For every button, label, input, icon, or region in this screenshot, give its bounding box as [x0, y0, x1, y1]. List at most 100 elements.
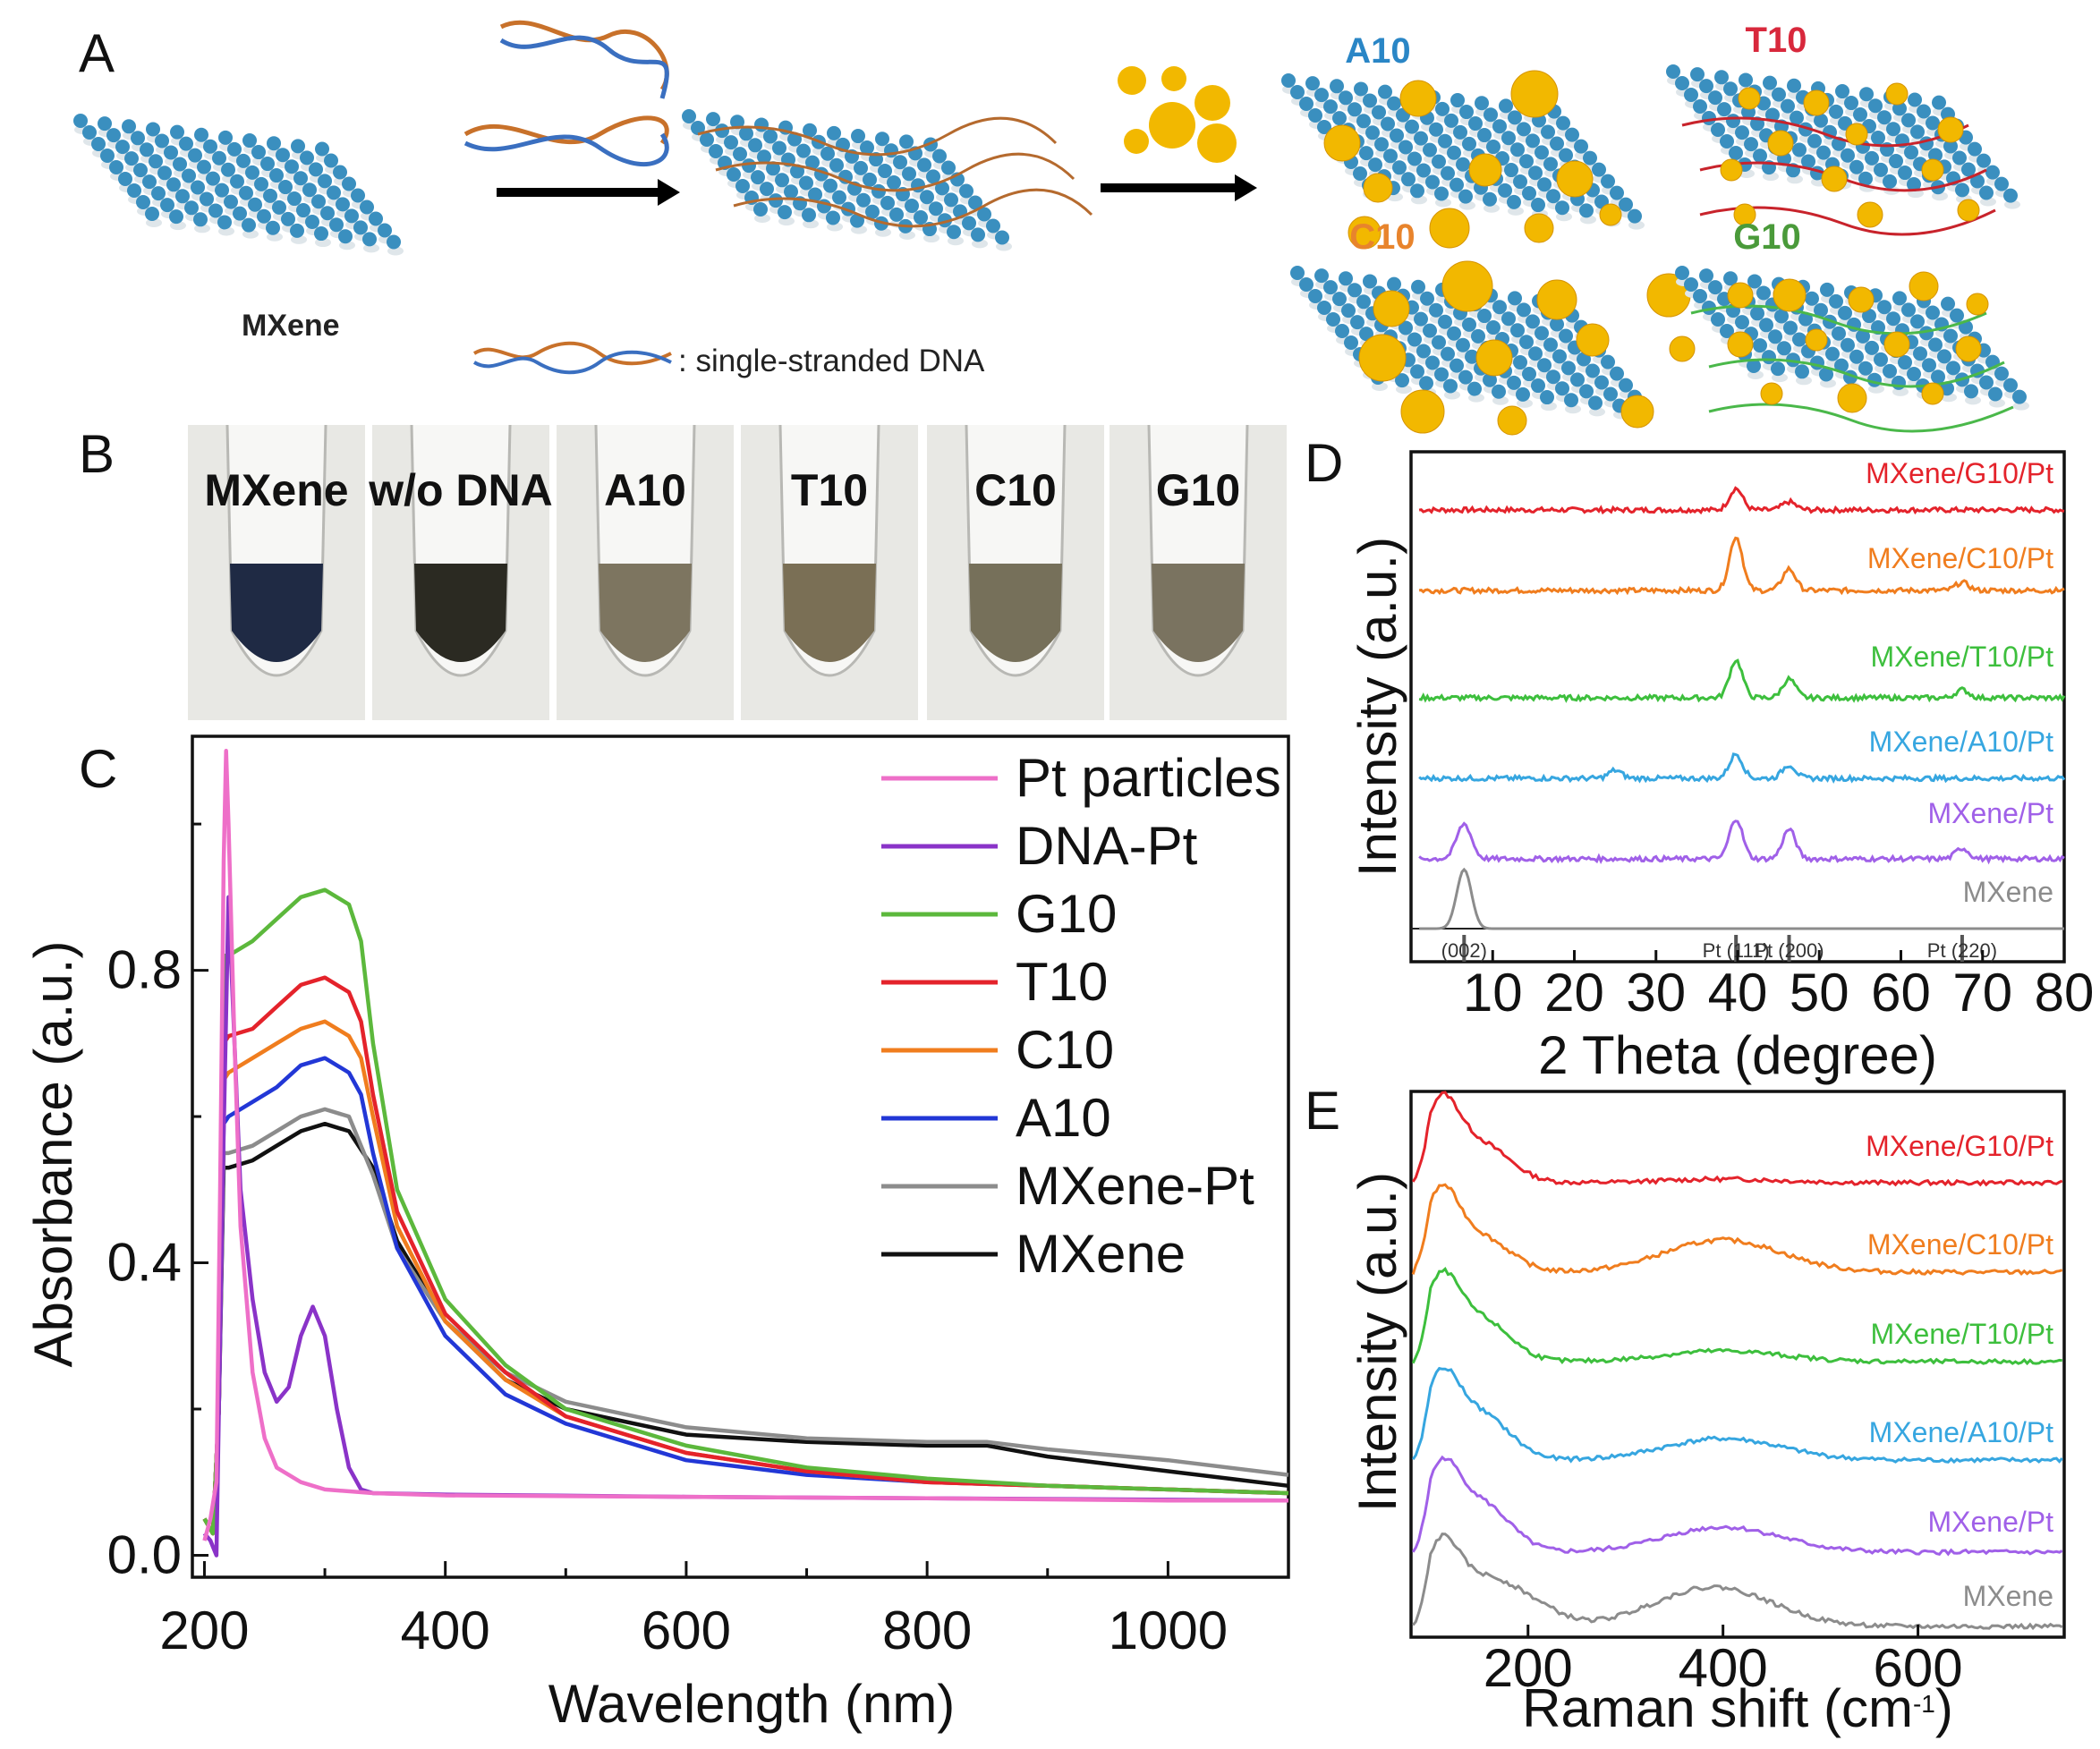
atom — [1952, 150, 1967, 166]
pt-particle — [1760, 382, 1783, 405]
atom — [926, 169, 940, 184]
atom — [369, 211, 383, 226]
atom — [179, 136, 193, 151]
atom — [300, 150, 314, 166]
atom — [805, 155, 820, 170]
atom — [1356, 114, 1371, 129]
atom — [166, 177, 181, 192]
atom — [1720, 324, 1734, 338]
atom — [1537, 358, 1552, 373]
atom — [1979, 375, 1994, 390]
atom — [1946, 361, 1960, 376]
xrd-chart: MXene/G10/Pt MXene/C10/Pt MXene/T10/Pt MXen… — [1348, 450, 2094, 1085]
tube-photo: T10 — [741, 424, 918, 720]
atom — [920, 190, 934, 205]
atom — [1501, 131, 1516, 146]
pt-particle — [1468, 153, 1502, 187]
x-tick-label: 60 — [1871, 963, 1931, 1023]
atom — [293, 171, 308, 186]
atom — [1792, 142, 1807, 157]
atom — [1498, 183, 1512, 198]
atom — [73, 114, 88, 128]
atom — [1898, 355, 1912, 370]
atom — [1579, 384, 1594, 399]
atom — [1401, 172, 1416, 187]
atom — [336, 197, 350, 212]
atom — [1570, 372, 1585, 387]
atom — [1950, 308, 1964, 323]
atom — [242, 133, 257, 149]
atom — [1841, 148, 1855, 163]
atom — [1768, 329, 1782, 344]
atom — [1838, 305, 1852, 320]
atom — [2003, 378, 2018, 393]
atom — [1798, 311, 1813, 327]
atom — [1926, 305, 1940, 320]
series-line — [202, 749, 1288, 1541]
mxene-label: MXene — [242, 309, 340, 343]
y-axis-label: Intensity (a.u.) — [1348, 537, 1407, 877]
atom — [682, 109, 696, 123]
atom — [735, 179, 750, 193]
atom — [276, 148, 290, 163]
atom — [1450, 358, 1464, 373]
atom — [109, 160, 123, 174]
atom — [131, 131, 145, 146]
atom — [751, 170, 765, 185]
atom — [1675, 76, 1689, 90]
atom — [1849, 349, 1864, 364]
atom — [1787, 78, 1801, 93]
atom — [1510, 142, 1525, 157]
atom — [1456, 157, 1470, 172]
atom — [1886, 311, 1900, 327]
product-label-t10: T10 — [1746, 21, 1807, 60]
atom — [1594, 375, 1609, 390]
atom — [995, 230, 1009, 245]
pt-particle — [1510, 70, 1559, 118]
tube-liquid — [1152, 564, 1245, 662]
atom — [1889, 154, 1903, 169]
atom — [1441, 346, 1455, 361]
tube-liquid — [414, 564, 507, 662]
x-tick-label: 800 — [882, 1600, 972, 1660]
x-axis-label: Raman shift (cm-1) — [1522, 1678, 1953, 1738]
atom — [324, 153, 338, 168]
atom — [1583, 150, 1597, 166]
series-label: MXene/T10/Pt — [1870, 1318, 2053, 1350]
dna-mxene-sheet — [682, 109, 1093, 251]
atom — [1290, 85, 1305, 99]
series-label: MXene/C10/Pt — [1867, 1228, 2053, 1261]
y-tick-label: 0.8 — [107, 940, 182, 1000]
atom — [1832, 326, 1846, 341]
pt-particle — [1921, 158, 1944, 182]
legend-label: DNA-Pt — [1016, 816, 1198, 876]
atom — [1763, 75, 1777, 90]
atom — [133, 163, 148, 178]
x-tick-label: 10 — [1463, 963, 1523, 1023]
atom — [248, 197, 262, 212]
atom — [1350, 315, 1365, 330]
series-label: MXene/A10/Pt — [1869, 726, 2053, 758]
atom — [2003, 188, 2018, 203]
series-label: MXene/T10/Pt — [1870, 641, 2053, 673]
atom — [1968, 141, 1982, 157]
atom — [1702, 111, 1716, 125]
atom — [1541, 124, 1555, 140]
pt-particle — [1909, 271, 1939, 301]
atom — [1453, 124, 1467, 140]
atom — [1290, 266, 1305, 280]
atom — [1387, 96, 1401, 111]
xrd-series-line — [1418, 819, 2065, 865]
raman-chart: MXene/G10/Pt MXene/C10/Pt MXene/T10/Pt MXen… — [1348, 1090, 2066, 1738]
ssdna-legend: : single-stranded DNA — [678, 344, 985, 378]
y-axis-label: Absorbance (a.u.) — [23, 941, 83, 1368]
reference-peak-label: (002) — [1441, 939, 1487, 962]
tube-photo: A10 — [557, 424, 734, 720]
atom — [218, 130, 233, 145]
atom — [1308, 108, 1322, 123]
atom — [1317, 120, 1331, 134]
pt-particle — [1837, 383, 1867, 413]
atom — [1359, 327, 1373, 342]
atom — [1522, 367, 1536, 382]
atom — [905, 199, 919, 214]
